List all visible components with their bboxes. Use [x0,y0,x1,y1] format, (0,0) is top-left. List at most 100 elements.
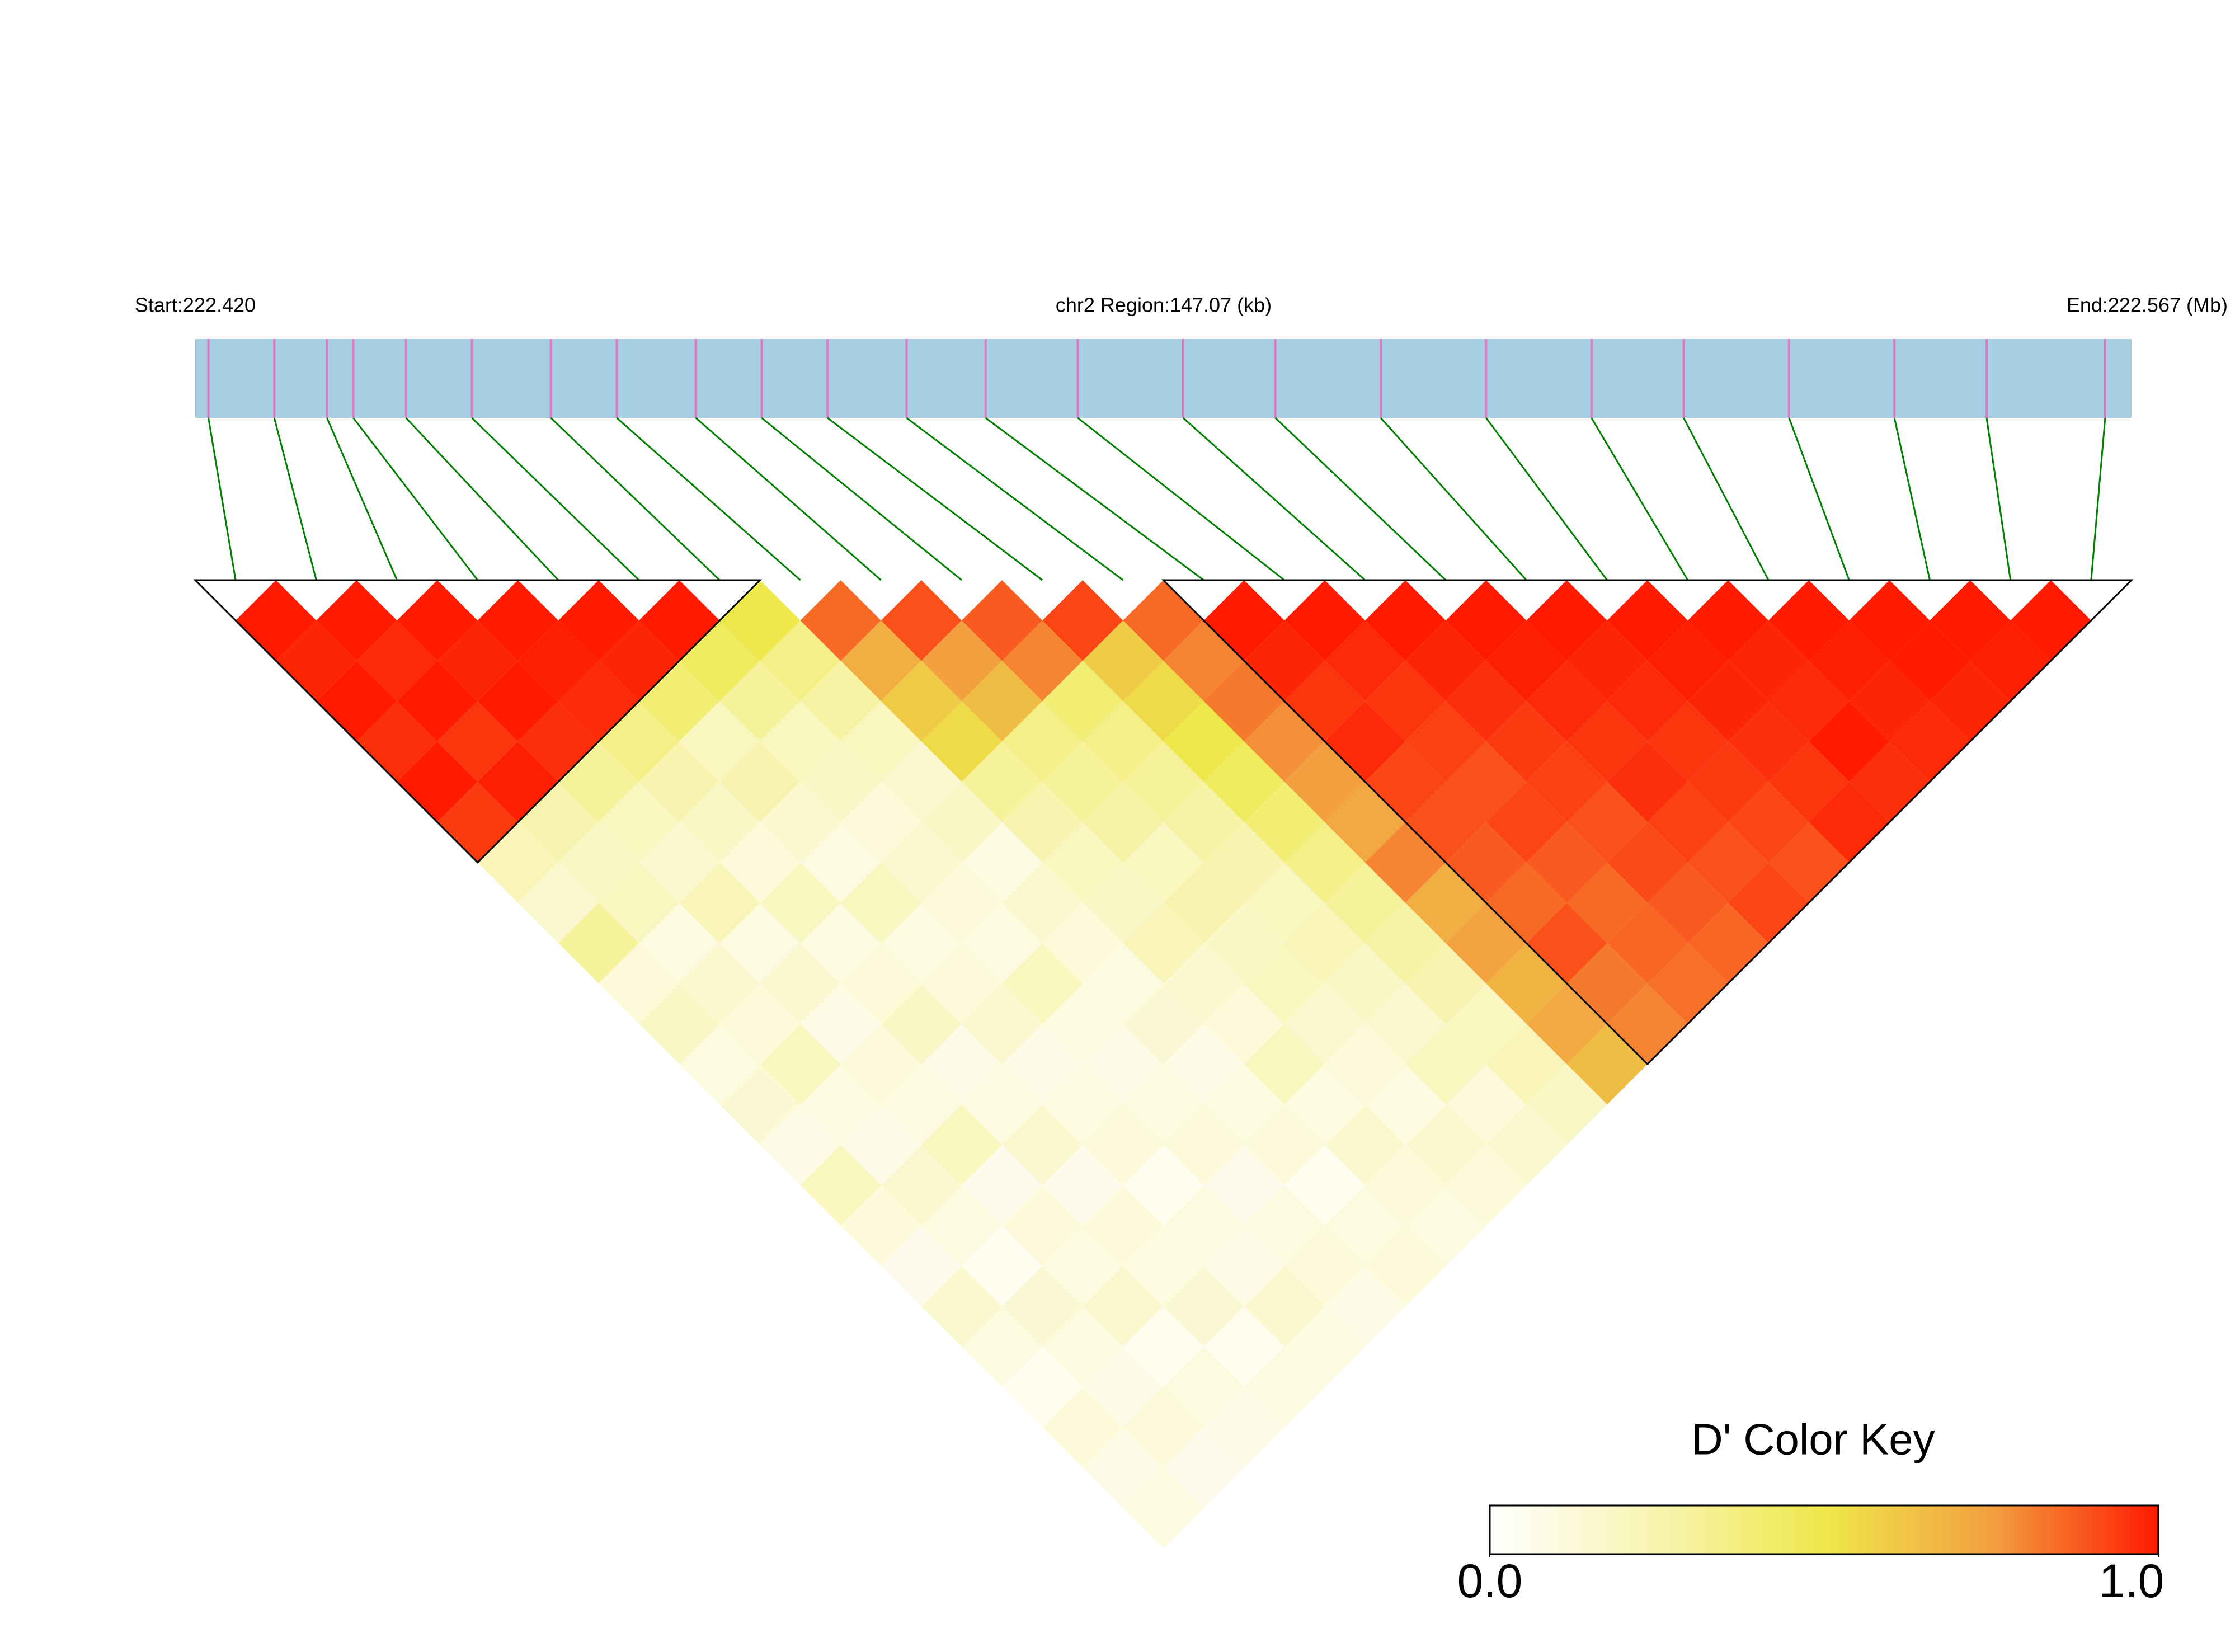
ld-cell [1405,1024,1486,1105]
ld-cell [1002,701,1083,782]
ld-cell [1123,661,1204,742]
snp-link [405,417,559,581]
end-label: End:222.567 (Mb) [2067,294,2228,317]
snp-link [352,417,478,581]
ld-cell [1203,1225,1284,1306]
ld-cell [1002,1185,1083,1266]
ld-cell [1566,862,1648,943]
ld-cell [1244,620,1325,702]
ld-cell [1930,580,2011,661]
ld-cell [800,1145,881,1226]
ld-cell [1244,1104,1325,1185]
ld-cell [356,620,437,702]
ld-cell [599,782,680,863]
ld-cell [1324,1265,1406,1347]
ld-cell [1163,1024,1244,1105]
ld-cell [639,741,720,822]
ld-cell [1446,580,1527,661]
snp-link [1591,417,1689,581]
ld-cell [1526,1064,1607,1145]
ld-cell [1083,782,1164,863]
snp-link [695,417,882,581]
snp-link [761,417,962,581]
ld-cell [1405,782,1486,863]
ld-cell [881,1225,962,1306]
ld-cell [1365,1145,1446,1226]
ld-cell [1446,1064,1527,1145]
ld-cell [1486,862,1567,943]
ld-cell [1365,580,1446,661]
ld-cell [1365,983,1446,1065]
ld-cell [840,862,921,943]
ld-cell [1687,661,1769,742]
ld-cell [961,1064,1043,1145]
ld-cell [760,1024,841,1105]
ld-cell [1244,1346,1325,1428]
ld-cell [1203,1306,1284,1387]
key-tick-label: 0.0 [1457,1555,1523,1607]
snp-link [471,417,640,581]
ld-cell [1607,902,1688,984]
ld-cell [477,580,558,661]
ld-cell [840,782,921,863]
ld-cell [1284,1145,1366,1226]
ld-cell [1809,782,1890,863]
ld-cell [961,1145,1043,1226]
ld-cell [800,902,881,984]
ld-cell [1203,1387,1284,1468]
snp-link [1380,417,1527,581]
ld-cell [1486,1024,1567,1105]
ld-cell [1123,741,1204,822]
ld-cell [1284,1306,1366,1387]
ld-cell [1324,782,1406,863]
ld-cell [1607,580,1688,661]
ld-cell [1768,661,1850,742]
snp-link [1485,417,1608,581]
snp-link [550,417,721,581]
ld-cell [1324,620,1406,702]
ld-cell [1607,983,1688,1065]
ld-cell [1083,1024,1164,1105]
ld-cell [881,741,962,822]
ld-cell [760,782,841,863]
ld-block [1161,579,2134,1066]
ld-cell [1486,701,1567,782]
ld-cell [719,1064,801,1145]
ld-cell [1365,741,1446,822]
ld-cell [1607,661,1688,742]
ld-cell [881,822,962,903]
ld-cell [719,661,801,742]
ld-cell [1849,741,1930,822]
ld-cell [1244,943,1325,1024]
ld-cell [1486,943,1567,1024]
ld-cell [1284,902,1366,984]
snp-link [616,417,801,581]
snp-link [1788,417,1850,581]
ld-cell [1042,902,1123,984]
key-title: D' Color Key [1691,1415,1935,1464]
ld-cell [961,580,1043,661]
ld-cell [1002,782,1083,863]
ld-cell [1446,902,1527,984]
snp-link [906,417,1124,581]
ld-cell [1123,1387,1204,1468]
ld-cell [1083,943,1164,1024]
ld-cell [1203,1145,1284,1226]
ld-cell [1002,943,1083,1024]
ld-cell [397,661,478,742]
ld-cell [1728,782,1809,863]
ld-cell [679,1024,760,1105]
ld-cell [1244,782,1325,863]
ld-cell [1728,620,1809,702]
ld-cell [1365,661,1446,742]
ld-cell [1970,620,2051,702]
ld-cell [1244,1185,1325,1266]
ld-cell [1123,983,1204,1065]
ld-cell [1324,1104,1406,1185]
ld-cell [558,902,639,984]
ld-cell [719,741,801,822]
ld-cell [1002,620,1083,702]
ld-cell [1083,1346,1164,1428]
ld-cell [1446,983,1527,1065]
